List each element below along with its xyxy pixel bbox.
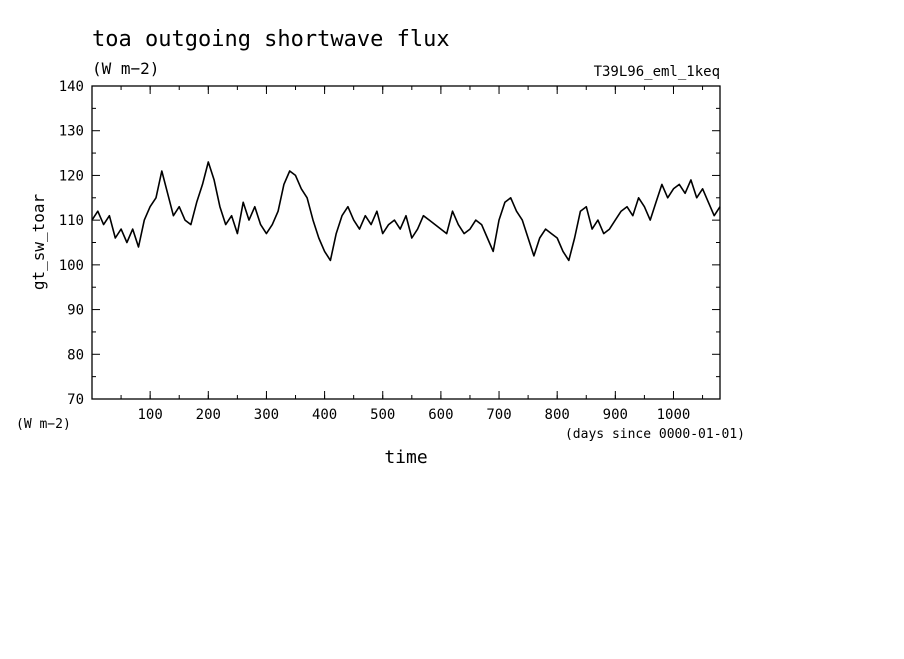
x-axis-label: time: [384, 447, 427, 468]
chart-subtitle-unit: (W m−2): [92, 59, 159, 78]
run-label: T39L96_eml_1keq: [594, 64, 720, 80]
series-line: [91, 161, 721, 262]
x-tick-label: 700: [486, 407, 511, 423]
plot-frame: [91, 85, 721, 400]
x-tick-label: 1000: [657, 407, 691, 423]
y-tick-label: 110: [59, 213, 84, 229]
y-tick-label: 100: [59, 258, 84, 274]
y-tick-label: 80: [67, 347, 84, 363]
x-tick-label: 800: [545, 407, 570, 423]
chart-title: toa outgoing shortwave flux: [92, 27, 450, 52]
series-layer: [91, 161, 721, 262]
x-tick-label: 400: [312, 407, 337, 423]
y-axis-label: gt_sw_toar: [29, 193, 48, 290]
axes-layer: 100 200 300 400 500 600 700 800 900 1000 70 80 90 100…: [59, 79, 721, 423]
y-tick-label: 120: [59, 168, 84, 184]
x-tick-label: 900: [603, 407, 628, 423]
y-tick-label: 70: [67, 392, 84, 408]
y-tick-label: 130: [59, 124, 84, 140]
x-tick-label: 100: [137, 407, 162, 423]
x-axis-unit: (days since 0000-01-01): [565, 427, 745, 442]
y-tick-label: 140: [59, 79, 84, 95]
x-tick-label: 200: [196, 407, 221, 423]
x-tick-label: 600: [428, 407, 453, 423]
y-axis-unit: (W m−2): [16, 417, 71, 432]
x-tick-label: 300: [254, 407, 279, 423]
x-tick-label: 500: [370, 407, 395, 423]
y-tick-label: 90: [67, 303, 84, 319]
